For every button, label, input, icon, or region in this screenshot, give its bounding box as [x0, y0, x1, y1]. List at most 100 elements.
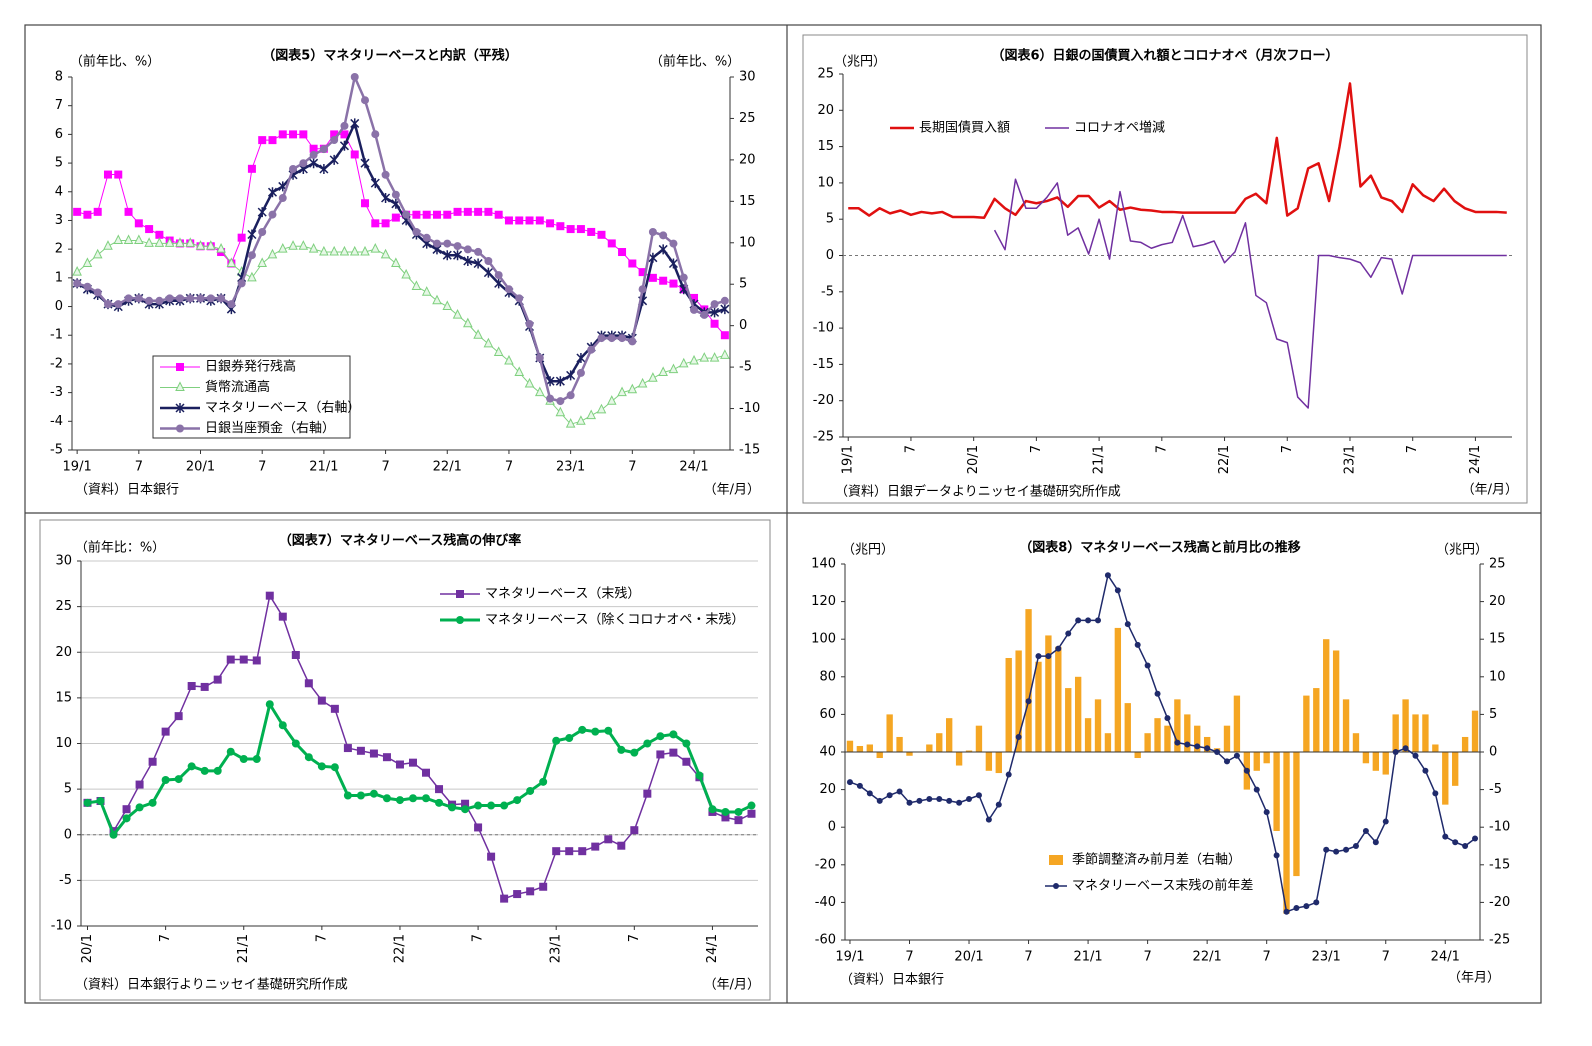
marker — [443, 210, 452, 219]
marker — [144, 237, 154, 247]
marker — [606, 395, 617, 405]
y2-tick-label: -5 — [739, 360, 752, 375]
marker — [1293, 905, 1300, 912]
y-tick-label: 3 — [55, 213, 63, 228]
marker — [484, 207, 493, 216]
marker — [637, 377, 648, 388]
bar — [1084, 718, 1092, 752]
marker — [200, 766, 209, 775]
marker — [252, 656, 261, 665]
marker — [200, 682, 209, 691]
marker — [1233, 752, 1240, 759]
bar — [1461, 736, 1469, 752]
x-tick-label: 7 — [505, 460, 513, 475]
x-axis-label: （年月） — [1448, 971, 1500, 986]
marker — [299, 159, 308, 168]
marker — [432, 239, 441, 248]
bar — [1452, 752, 1459, 786]
marker — [1313, 899, 1320, 906]
marker — [720, 296, 729, 305]
marker — [474, 207, 483, 216]
marker — [720, 331, 729, 340]
marker — [82, 257, 93, 267]
bar — [1313, 688, 1320, 752]
marker — [83, 798, 92, 807]
x-axis-label: （年/月） — [1462, 483, 1518, 498]
marker — [1333, 848, 1340, 855]
marker — [226, 257, 237, 267]
marker — [411, 280, 422, 290]
y-tick-label: -5 — [59, 873, 72, 888]
legend-label: マネタリーベース末残の前年差 — [1072, 878, 1253, 894]
marker — [453, 207, 462, 216]
legend-label: マネタリーベース（除くコロナオペ・末残） — [485, 613, 744, 628]
marker — [1154, 690, 1161, 697]
marker — [494, 210, 503, 219]
y2-tick-label: 25 — [1489, 557, 1506, 572]
marker — [299, 130, 308, 139]
marker — [643, 789, 652, 798]
x-tick-label: 24/1 — [705, 934, 720, 963]
marker — [448, 803, 457, 812]
marker — [83, 282, 92, 291]
line — [76, 240, 725, 425]
marker — [1124, 621, 1131, 628]
marker — [1015, 733, 1022, 740]
marker — [1352, 843, 1359, 849]
marker — [1164, 715, 1171, 722]
marker — [356, 791, 365, 800]
marker — [412, 228, 421, 237]
marker — [556, 397, 565, 406]
marker — [268, 210, 277, 219]
marker — [628, 259, 637, 268]
marker — [1174, 739, 1181, 746]
marker — [258, 136, 267, 145]
chart-title: （図表7）マネタリーベース残高の伸び率 — [279, 533, 521, 549]
marker — [371, 219, 380, 228]
marker — [277, 243, 288, 253]
legend-marker — [456, 590, 464, 598]
y-tick-label: 15 — [55, 690, 72, 705]
marker — [330, 763, 339, 772]
y2-tick-label: -10 — [739, 401, 760, 416]
bar — [1442, 752, 1449, 805]
marker — [539, 777, 548, 786]
bar — [1015, 650, 1022, 752]
y2-tick-label: 10 — [1489, 669, 1506, 684]
marker — [329, 154, 339, 165]
x-axis-label: （年/月） — [704, 483, 760, 498]
x-tick-label: 7 — [905, 950, 913, 965]
y-tick-label: 0 — [64, 827, 72, 842]
marker — [330, 704, 339, 713]
y-tick-label: -40 — [815, 895, 836, 910]
marker — [1144, 662, 1151, 669]
bar — [1055, 646, 1062, 752]
marker — [309, 144, 318, 153]
marker — [552, 847, 561, 856]
marker — [442, 250, 452, 261]
marker — [648, 273, 657, 282]
x-tick-label: 21/1 — [309, 460, 338, 475]
marker — [268, 136, 277, 145]
bar — [1184, 714, 1191, 752]
bar — [985, 752, 993, 771]
bar — [975, 725, 983, 752]
bar — [1194, 725, 1201, 752]
x-tick-label: 23/1 — [549, 934, 564, 963]
marker — [391, 190, 400, 199]
line — [87, 594, 752, 900]
line — [848, 82, 1507, 219]
bar — [1065, 688, 1072, 752]
marker — [720, 304, 730, 315]
marker — [576, 415, 586, 425]
marker — [648, 372, 658, 382]
marker — [473, 258, 483, 269]
marker — [504, 354, 514, 365]
chart-title: （図表5）マネタリーベースと内訳（平残） — [262, 48, 517, 64]
marker — [474, 823, 483, 832]
y2-tick-label: 25 — [739, 111, 756, 126]
marker — [566, 391, 575, 400]
marker — [114, 300, 123, 309]
y2-tick-label: 0 — [739, 318, 747, 333]
